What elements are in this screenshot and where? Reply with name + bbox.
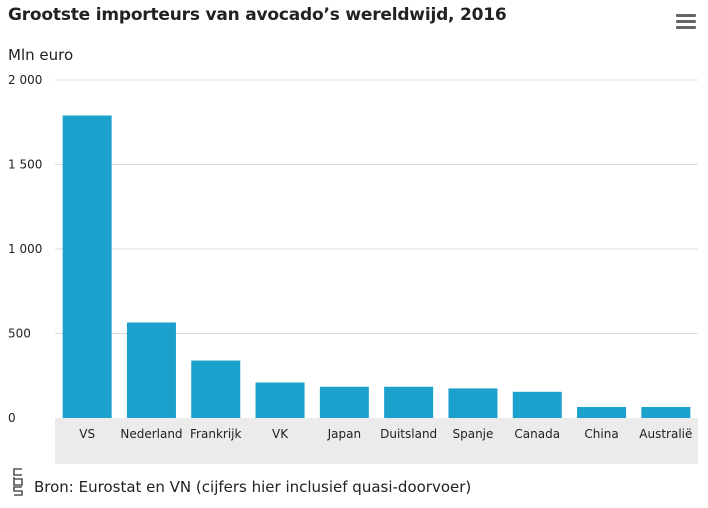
y-axis-label: Mln euro	[8, 46, 74, 64]
x-tick-label: Duitsland	[380, 427, 437, 441]
y-tick-label: 500	[8, 327, 31, 341]
bars	[62, 115, 691, 419]
source-note: Bron: Eurostat en VN (cijfers hier inclu…	[34, 478, 472, 496]
x-axis-band	[55, 418, 698, 464]
bar-vs[interactable]	[62, 115, 112, 419]
bar-spanje[interactable]	[448, 388, 498, 418]
x-tick-label: VK	[272, 427, 289, 441]
bar-vk[interactable]	[255, 382, 305, 418]
x-tick-label: Japan	[327, 427, 361, 441]
x-tick-label: Canada	[514, 427, 560, 441]
bar-australië[interactable]	[641, 407, 691, 418]
x-tick-label: Spanje	[452, 427, 493, 441]
hamburger-menu-icon[interactable]	[676, 14, 696, 30]
x-tick-label: Frankrijk	[190, 427, 241, 441]
x-tick-label: Nederland	[120, 427, 182, 441]
bar-japan[interactable]	[319, 386, 369, 418]
x-tick-label: VS	[79, 427, 95, 441]
y-tick-label: 1 000	[8, 242, 42, 256]
bar-canada[interactable]	[512, 391, 562, 418]
bar-nederland[interactable]	[126, 322, 176, 418]
bar-duitsland[interactable]	[384, 386, 434, 418]
chart-title: Grootste importeurs van avocado’s wereld…	[8, 5, 507, 25]
bar-china[interactable]	[577, 407, 627, 418]
y-tick-label: 0	[8, 411, 16, 425]
x-tick-label: China	[584, 427, 618, 441]
bar-frankrijk[interactable]	[191, 360, 241, 418]
y-tick-label: 2 000	[8, 73, 42, 87]
x-tick-labels: VS Nederland Frankrijk VK Japan Duitsland Span…	[79, 427, 692, 441]
y-tick-labels: 0 500 1 000 1 500 2 000	[8, 73, 42, 425]
x-tick-label: Australië	[639, 427, 692, 441]
y-tick-label: 1 500	[8, 158, 42, 172]
cbs-logo-icon	[13, 468, 23, 496]
gridlines	[55, 79, 698, 334]
